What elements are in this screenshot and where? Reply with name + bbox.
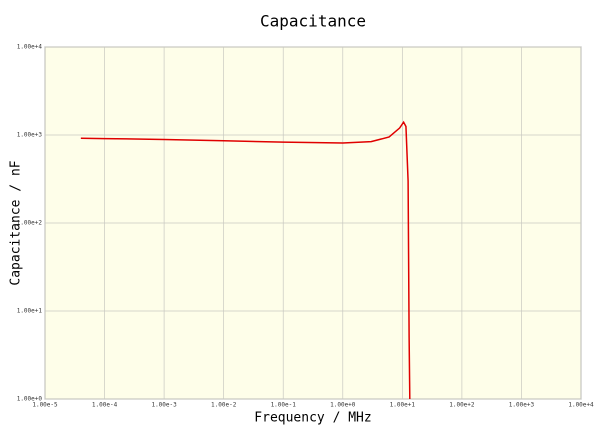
x-tick-label: 1.00e+0 xyxy=(330,402,356,409)
x-tick-label: 1.00e+2 xyxy=(449,402,475,409)
x-tick-label: 1.00e-2 xyxy=(211,402,237,409)
y-axis-label: Capacitance / nF xyxy=(9,160,24,285)
x-tick-label: 1.00e-3 xyxy=(151,402,177,409)
y-tick-label: 1.00e+3 xyxy=(17,132,43,139)
data-line xyxy=(80,120,411,399)
x-tick-label: 1.00e+1 xyxy=(390,402,416,409)
x-tick-label: 1.00e+4 xyxy=(568,402,594,409)
chart-title: Capacitance xyxy=(260,12,366,31)
plot-clip xyxy=(80,120,411,399)
x-tick-label: 1.00e-5 xyxy=(32,402,58,409)
y-tick-label: 1.00e+0 xyxy=(17,396,43,403)
y-tick-label: 1.00e+2 xyxy=(17,220,43,227)
x-tick-label: 1.00e-4 xyxy=(92,402,118,409)
x-tick-label: 1.00e-1 xyxy=(271,402,297,409)
y-tick-label: 1.00e+4 xyxy=(17,44,43,51)
x-tick-label: 1.00e+3 xyxy=(509,402,535,409)
x-axis-label: Frequency / MHz xyxy=(254,411,371,426)
y-tick-label: 1.00e+1 xyxy=(17,308,43,315)
